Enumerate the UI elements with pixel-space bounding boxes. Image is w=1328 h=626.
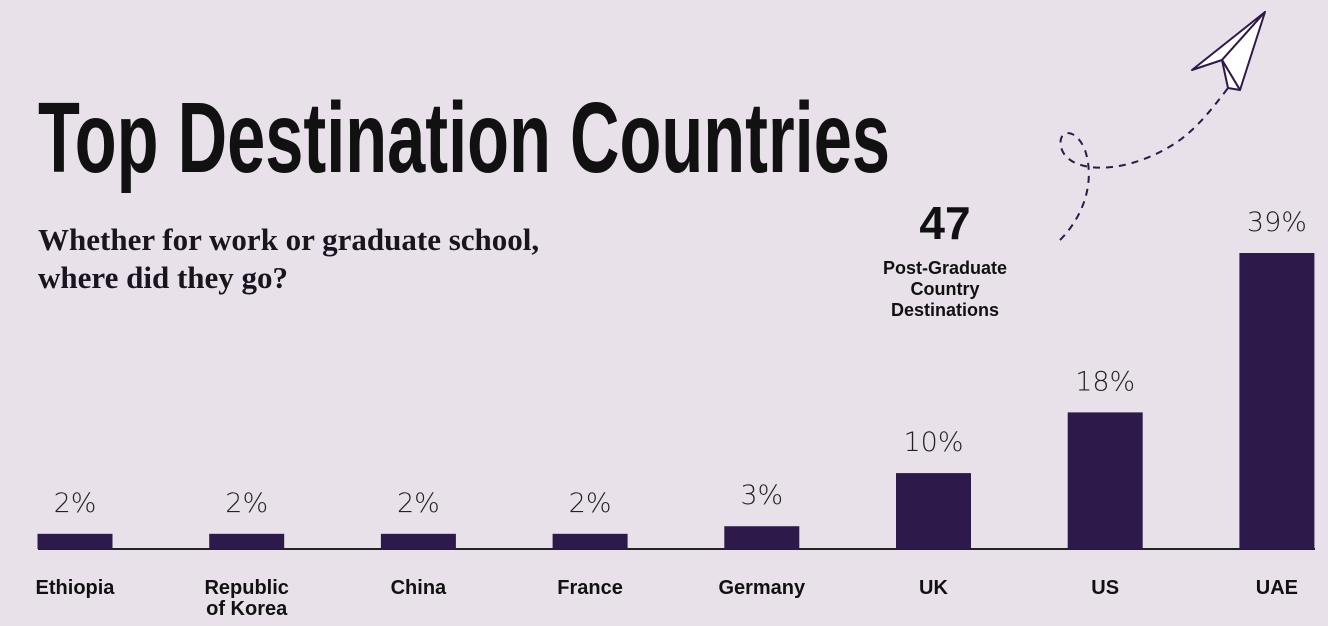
bar <box>1067 412 1143 549</box>
value-label: 3% <box>740 480 783 511</box>
value-label: 10% <box>903 427 963 458</box>
paper-plane <box>1191 11 1266 91</box>
value-label: 18% <box>1075 366 1135 397</box>
category-label: Ethiopia <box>35 577 115 599</box>
subtitle-line: Whether for work or graduate school, <box>38 222 539 257</box>
bar <box>209 533 285 549</box>
flight-path <box>1059 87 1229 241</box>
category-label: UK <box>919 577 948 599</box>
category-label: France <box>557 577 623 599</box>
category-label: China <box>390 577 447 599</box>
bar <box>896 473 971 549</box>
bar <box>380 533 456 549</box>
value-label: 39% <box>1247 207 1307 238</box>
category-label: Republic of Korea <box>204 577 289 620</box>
bar <box>1239 253 1315 549</box>
value-label: 2% <box>569 488 612 519</box>
subtitle-line: where did they go? <box>38 260 288 295</box>
bar <box>37 533 113 549</box>
category-label: Germany <box>718 577 806 599</box>
category-label: US <box>1091 577 1120 599</box>
annotation-number: 47 <box>919 197 971 249</box>
chart-title: Top Destination Countries <box>38 82 890 194</box>
bar <box>724 526 800 549</box>
value-label: 2% <box>225 488 268 519</box>
value-label: 2% <box>397 488 440 519</box>
annotation-text: Post-Graduate Country Destinations <box>882 258 1008 320</box>
value-label: 2% <box>54 488 97 519</box>
category-label: UAE <box>1255 577 1298 599</box>
bar <box>552 533 628 549</box>
